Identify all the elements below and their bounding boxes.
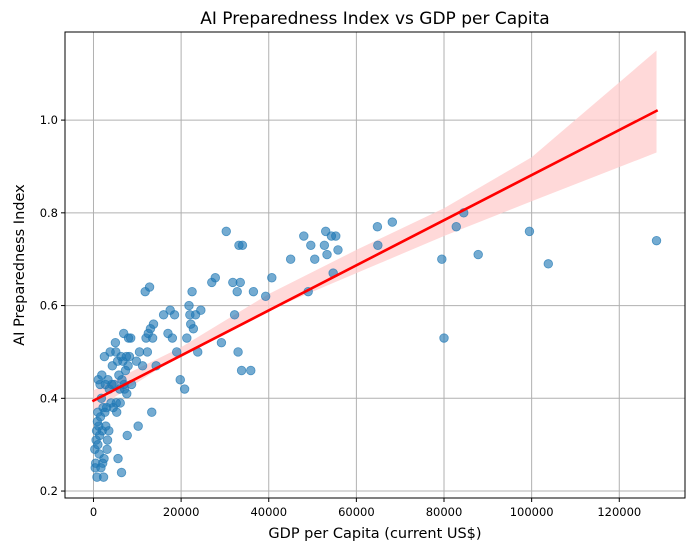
x-axis-ticks: 0 20000 40000 60000 80000 100000 120000 xyxy=(90,498,641,519)
y-tick-label: 0.4 xyxy=(40,391,58,405)
y-axis-ticks: 0.2 0.4 0.6 0.8 1.0 xyxy=(40,113,65,498)
data-point xyxy=(310,254,320,264)
data-point xyxy=(524,226,535,237)
x-tick-label: 80000 xyxy=(426,505,463,519)
chart-title: AI Preparedness Index vs GDP per Capita xyxy=(200,9,549,29)
confidence-band-layer xyxy=(93,50,657,411)
data-point xyxy=(216,337,227,348)
data-point xyxy=(229,310,240,320)
plot-frame xyxy=(64,31,686,499)
data-point xyxy=(187,286,197,297)
data-point xyxy=(373,240,383,250)
data-point xyxy=(236,365,247,376)
data-point xyxy=(451,222,461,232)
data-point xyxy=(148,319,159,329)
data-point xyxy=(99,453,109,464)
data-point xyxy=(182,333,192,343)
x-tick-label: 0 xyxy=(90,505,97,519)
data-point xyxy=(142,347,153,357)
data-point xyxy=(333,245,343,255)
x-tick-label: 100000 xyxy=(510,505,554,519)
grid-lines xyxy=(65,32,685,498)
data-point xyxy=(147,407,157,417)
data-point xyxy=(167,333,178,343)
data-point xyxy=(233,347,243,357)
data-point xyxy=(102,444,112,455)
data-point xyxy=(179,384,190,394)
data-point xyxy=(116,467,127,478)
x-tick-label: 20000 xyxy=(163,505,200,519)
data-point xyxy=(285,254,296,264)
data-point xyxy=(473,249,483,260)
data-point xyxy=(651,235,662,246)
data-point xyxy=(267,273,277,283)
data-point xyxy=(102,435,113,445)
data-point xyxy=(331,231,341,241)
data-point xyxy=(172,347,182,357)
data-point xyxy=(111,407,122,417)
data-point xyxy=(387,217,398,227)
data-point xyxy=(147,333,158,343)
data-point xyxy=(188,324,199,334)
data-point xyxy=(133,421,143,431)
data-point xyxy=(322,249,332,260)
data-point xyxy=(237,240,248,250)
x-axis-label: GDP per Capita (current US$) xyxy=(268,526,481,542)
data-point xyxy=(299,231,309,241)
data-point xyxy=(184,300,194,311)
data-point xyxy=(137,361,148,371)
y-tick-label: 0.6 xyxy=(40,299,58,313)
data-point xyxy=(98,472,109,482)
y-tick-label: 0.8 xyxy=(40,206,58,220)
data-point xyxy=(319,240,330,250)
x-tick-label: 60000 xyxy=(338,505,375,519)
data-point xyxy=(144,282,155,292)
data-point xyxy=(104,426,114,436)
data-point xyxy=(196,305,206,315)
data-point xyxy=(169,310,180,320)
regression-line-layer xyxy=(91,109,659,403)
x-tick-label: 40000 xyxy=(250,505,287,519)
data-point xyxy=(437,254,447,264)
confidence-band xyxy=(93,50,657,411)
data-point xyxy=(115,398,125,408)
data-point xyxy=(93,439,103,450)
data-point xyxy=(439,333,449,343)
data-point xyxy=(126,333,136,343)
x-tick-label: 120000 xyxy=(597,505,641,519)
data-point xyxy=(210,273,220,283)
data-point xyxy=(113,453,123,464)
data-point xyxy=(158,310,169,320)
y-axis-label: AI Preparedness Index xyxy=(12,184,28,346)
data-point xyxy=(260,291,271,302)
data-point xyxy=(110,337,121,348)
data-point xyxy=(232,286,242,297)
data-point xyxy=(235,277,245,288)
data-points xyxy=(90,208,662,482)
data-point xyxy=(246,365,256,376)
data-point xyxy=(122,388,132,399)
y-tick-label: 1.0 xyxy=(40,113,58,127)
data-point xyxy=(123,361,133,371)
data-point xyxy=(221,226,231,237)
data-point xyxy=(306,240,316,250)
y-tick-label: 0.2 xyxy=(40,484,58,498)
data-point xyxy=(372,222,383,232)
data-point xyxy=(124,351,135,362)
data-point xyxy=(248,286,259,297)
regression-line xyxy=(91,109,659,403)
data-point xyxy=(134,347,145,357)
data-point xyxy=(175,375,185,385)
data-point xyxy=(543,259,553,269)
data-point xyxy=(122,430,132,441)
